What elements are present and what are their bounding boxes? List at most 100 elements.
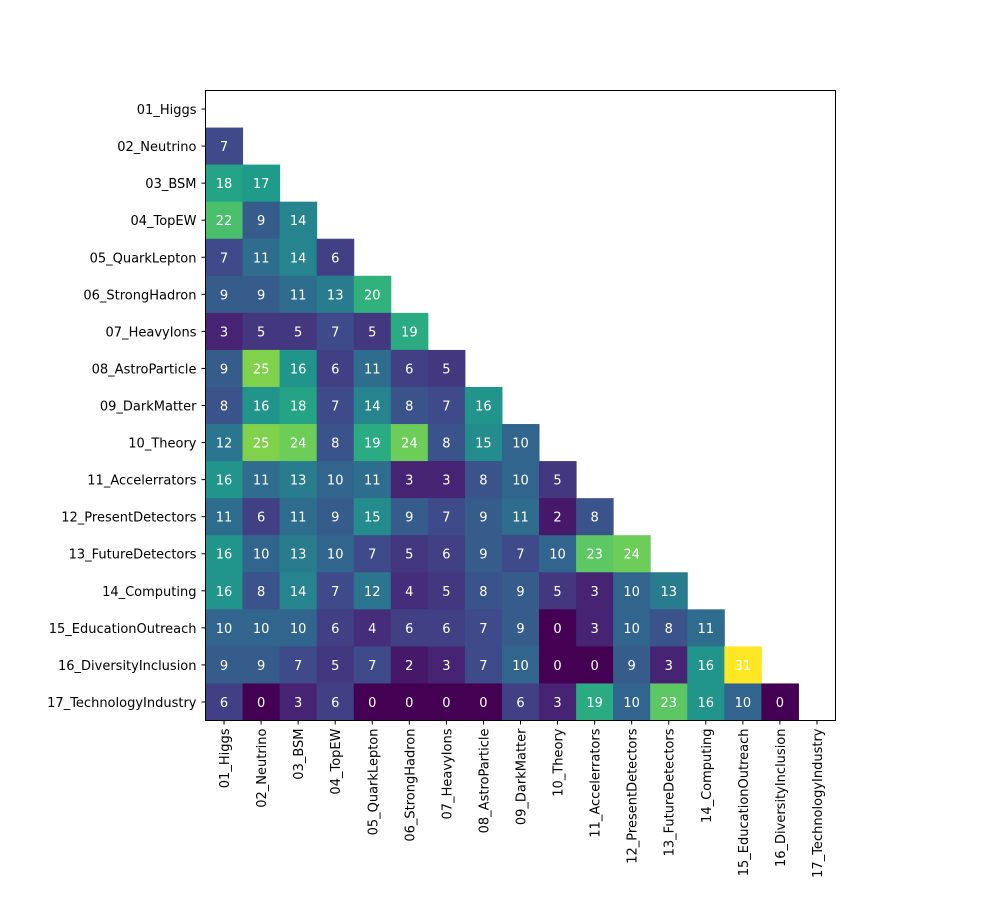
cell-value-label: 9 [257, 288, 265, 303]
heatmap-cell [242, 646, 281, 684]
heatmap-cell [316, 683, 355, 721]
heatmap-cell [390, 572, 429, 610]
y-tick-label: 17_TechnologyIndustry [47, 696, 197, 711]
y-tick-label: 08_AstroParticle [92, 362, 197, 377]
cell-value-label: 19 [586, 696, 603, 711]
heatmap-cell [316, 646, 355, 684]
cell-value-label: 3 [665, 659, 673, 674]
heatmap-cell [205, 498, 244, 536]
heatmap-cell [464, 498, 503, 536]
heatmap-cell [279, 498, 318, 536]
cell-value-label: 6 [257, 511, 265, 526]
cell-value-label: 8 [405, 400, 413, 415]
heatmap-cell [353, 683, 392, 721]
cell-value-label: 13 [290, 548, 307, 563]
heatmap-cell [316, 461, 355, 499]
cell-value-label: 4 [368, 622, 376, 637]
cell-value-label: 0 [368, 696, 376, 711]
cell-value-label: 5 [257, 325, 265, 340]
heatmap-cell [427, 683, 466, 721]
heatmap-cell [390, 609, 429, 647]
cell-value-label: 16 [253, 400, 270, 415]
heatmap-cell [205, 275, 244, 314]
cell-value-label: 5 [553, 474, 561, 489]
cell-value-label: 16 [216, 585, 233, 600]
cell-value-label: 5 [442, 362, 450, 377]
y-tick-label: 06_StrongHadron [83, 288, 196, 303]
cell-value-label: 7 [368, 548, 376, 563]
cell-value-label: 6 [405, 622, 413, 637]
x-tick-label: 13_FutureDetectors [663, 728, 678, 856]
heatmap-cell [464, 572, 503, 610]
x-tick-label: 05_QuarkLepton [366, 729, 381, 836]
cell-value-label: 8 [442, 437, 450, 452]
heatmap-cell [501, 498, 540, 536]
heatmap-cell [316, 349, 355, 388]
x-tick-label: 03_BSM [292, 729, 307, 780]
heatmap-cell [650, 683, 688, 721]
cell-value-label: 14 [290, 214, 307, 229]
cell-value-label: 11 [512, 511, 529, 526]
cell-value-label: 19 [401, 325, 418, 340]
heatmap-cell [205, 535, 244, 573]
cell-value-label: 6 [331, 251, 339, 266]
cell-value-label: 25 [253, 437, 270, 452]
cell-value-label: 18 [290, 400, 307, 415]
cell-value-label: 9 [628, 659, 636, 674]
cell-value-label: 6 [516, 696, 524, 711]
y-axis-ticks: 01_Higgs 02_Neutrino 03_BSM 04_TopEW 05_Quar… [47, 103, 206, 711]
heatmap-cell [279, 683, 318, 721]
heatmap-cell [316, 386, 355, 425]
heatmap-cell [464, 683, 503, 721]
cell-value-label: 7 [331, 325, 339, 340]
cell-value-label: 31 [735, 659, 752, 674]
cell-value-label: 10 [253, 622, 270, 637]
heatmap-cell [650, 646, 688, 684]
y-tick-label: 07_HeavyIons [106, 325, 197, 340]
heatmap-cell [613, 646, 651, 684]
heatmap-cell [613, 535, 651, 573]
heatmap-cell [539, 572, 577, 610]
cell-value-label: 7 [516, 548, 524, 563]
cell-value-label: 5 [294, 325, 302, 340]
heatmap-cell [205, 572, 244, 610]
cell-value-label: 3 [590, 585, 598, 600]
cell-value-label: 10 [623, 696, 640, 711]
heatmap-cell [427, 572, 466, 610]
cell-value-label: 11 [216, 511, 233, 526]
heatmap-cell [316, 498, 355, 536]
cell-value-label: 5 [405, 548, 413, 563]
heatmap-cell [427, 386, 466, 425]
heatmap-cell [501, 646, 540, 684]
cell-value-label: 6 [220, 696, 228, 711]
heatmap-cell [242, 683, 281, 721]
cell-value-label: 13 [290, 474, 307, 489]
heatmap-cell [279, 572, 318, 610]
cell-value-label: 16 [290, 362, 307, 377]
heatmap-cell [613, 609, 651, 647]
cell-value-label: 7 [220, 251, 228, 266]
x-tick-label: 06_StrongHadron [403, 729, 418, 842]
cell-value-label: 11 [364, 474, 381, 489]
y-tick-label: 14_Computing [102, 585, 196, 600]
heatmap-cell [205, 349, 244, 388]
cell-value-label: 0 [442, 696, 450, 711]
cell-value-label: 6 [331, 622, 339, 637]
cell-value-label: 8 [257, 585, 265, 600]
cell-value-label: 7 [442, 511, 450, 526]
heatmap-cell [242, 201, 281, 240]
heatmap-cell [576, 609, 614, 647]
cell-value-label: 7 [442, 400, 450, 415]
heatmap-cell [353, 609, 392, 647]
cell-value-label: 10 [549, 548, 566, 563]
cell-value-label: 3 [590, 622, 598, 637]
cell-value-label: 16 [698, 659, 715, 674]
cell-value-label: 3 [220, 325, 228, 340]
cell-value-label: 7 [479, 659, 487, 674]
cell-value-label: 8 [590, 511, 598, 526]
cell-value-label: 9 [331, 511, 339, 526]
heatmap-cell [279, 201, 318, 240]
heatmap-cell [576, 646, 614, 684]
cell-value-label: 3 [405, 474, 413, 489]
cell-value-label: 0 [776, 696, 784, 711]
